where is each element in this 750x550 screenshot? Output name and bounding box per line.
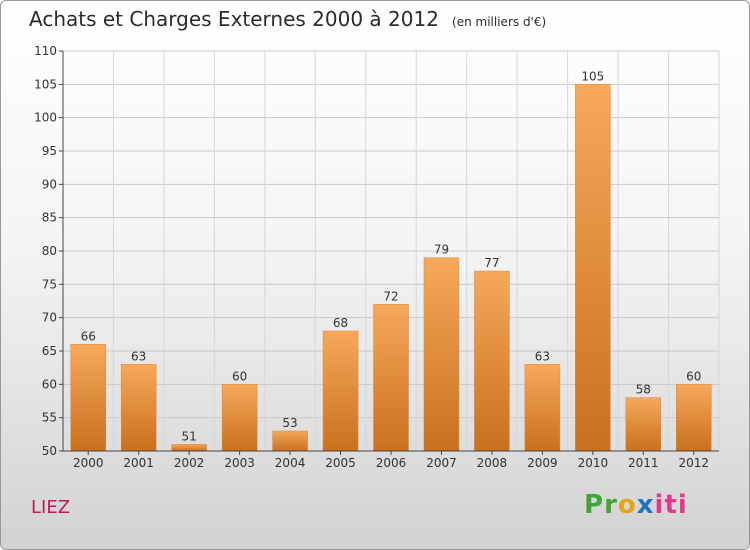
value-label-2011: 58 (636, 383, 651, 397)
axes (59, 50, 719, 455)
bars (70, 84, 712, 452)
bar-2006 (373, 304, 409, 452)
x-tick-label-2012: 2012 (678, 456, 709, 470)
bar-2002 (171, 444, 207, 452)
bar-2004 (272, 430, 308, 452)
place-label: LIEZ (31, 497, 71, 518)
y-tick-label-55: 55 (42, 411, 57, 425)
y-tick-label-70: 70 (42, 311, 57, 325)
y-tick-label-105: 105 (34, 77, 57, 91)
value-label-2002: 51 (182, 429, 197, 443)
y-tick-label-65: 65 (42, 344, 57, 358)
y-tick-label-90: 90 (42, 177, 57, 191)
proxiti-logo: Proxiti (584, 490, 688, 520)
logo-letter: x (636, 490, 655, 520)
logo-letter: t (664, 490, 678, 520)
value-label-2007: 79 (434, 243, 449, 257)
logo-letter: i (654, 490, 665, 520)
x-tick-label-2001: 2001 (123, 456, 154, 470)
y-tick-label-80: 80 (42, 244, 57, 258)
x-tick-label-2002: 2002 (174, 456, 205, 470)
logo-letter: o (617, 490, 637, 520)
bar-2009 (524, 364, 561, 452)
bar-2010 (575, 84, 611, 452)
labels: 50 55 60 65 70 75 80 85 90 95 100 105 110 66 2000 63 200… (34, 44, 709, 470)
x-tick-label-2009: 2009 (527, 456, 558, 470)
bar-2000 (70, 344, 106, 452)
y-tick-label-75: 75 (42, 277, 57, 291)
value-label-2003: 60 (232, 369, 247, 383)
value-label-2001: 63 (131, 349, 146, 363)
y-tick-label-95: 95 (42, 144, 57, 158)
x-tick-label-2004: 2004 (275, 456, 306, 470)
y-tick-label-85: 85 (42, 211, 57, 225)
value-label-2000: 66 (81, 329, 96, 343)
x-tick-label-2007: 2007 (426, 456, 457, 470)
x-tick-label-2003: 2003 (224, 456, 255, 470)
x-tick-label-2006: 2006 (376, 456, 407, 470)
value-label-2009: 63 (535, 349, 550, 363)
chart-subtitle: (en milliers d'€) (452, 15, 547, 29)
value-label-2008: 77 (484, 256, 499, 270)
x-tick-label-2011: 2011 (628, 456, 659, 470)
value-label-2005: 68 (333, 316, 348, 330)
bar-2005 (322, 330, 359, 452)
bar-2012 (676, 384, 712, 452)
bar-2007 (423, 257, 460, 452)
logo-letter: i (677, 490, 688, 520)
value-label-2012: 60 (686, 369, 701, 383)
y-tick-label-100: 100 (34, 111, 57, 125)
logo-letter: r (604, 490, 618, 520)
value-label-2004: 53 (282, 416, 297, 430)
chart-title-block: Achats et Charges Externes 2000 à 2012 (… (29, 7, 546, 31)
x-tick-label-2005: 2005 (325, 456, 356, 470)
bar-2001 (120, 364, 157, 452)
value-label-2010: 105 (581, 69, 604, 83)
y-tick-label-110: 110 (34, 44, 57, 58)
bar-2003 (221, 384, 258, 452)
logo-letter: P (584, 490, 605, 520)
y-tick-label-50: 50 (42, 444, 57, 458)
bar-2008 (474, 270, 510, 452)
y-tick-label-60: 60 (42, 377, 57, 391)
x-tick-label-2000: 2000 (73, 456, 104, 470)
chart-title: Achats et Charges Externes 2000 à 2012 (29, 7, 439, 31)
value-label-2006: 72 (383, 289, 398, 303)
x-tick-label-2008: 2008 (477, 456, 508, 470)
bar-2011 (625, 397, 662, 452)
x-tick-label-2010: 2010 (578, 456, 609, 470)
